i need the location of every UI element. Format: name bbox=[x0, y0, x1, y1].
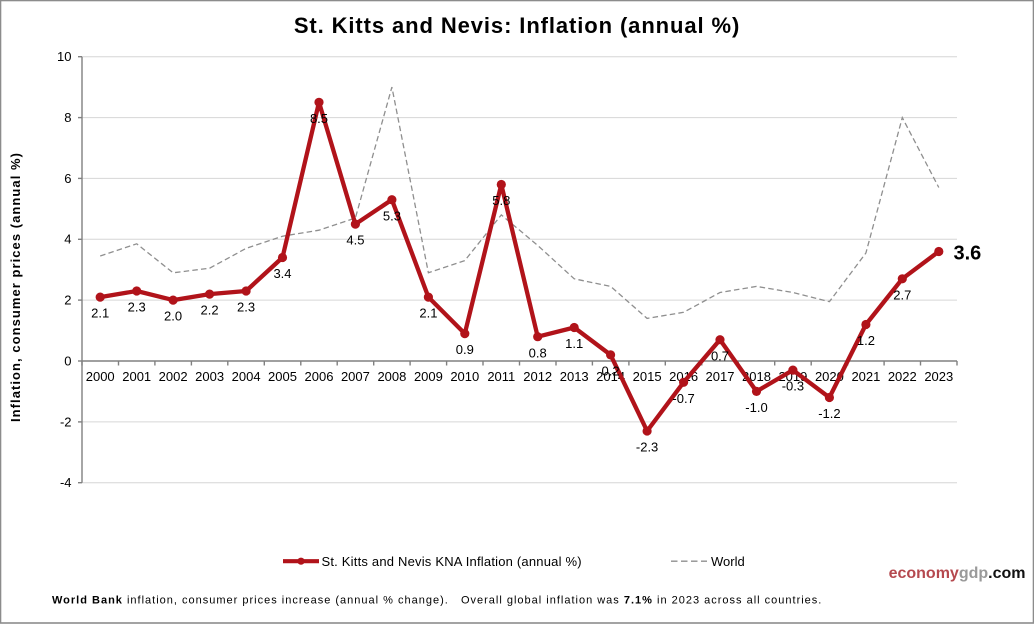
svg-text:-1.0: -1.0 bbox=[745, 400, 767, 415]
svg-text:2007: 2007 bbox=[341, 369, 370, 384]
svg-text:2004: 2004 bbox=[232, 369, 261, 384]
svg-text:6: 6 bbox=[64, 171, 71, 186]
svg-text:St. Kitts and Nevis KNA Inflat: St. Kitts and Nevis KNA Inflation (annua… bbox=[322, 554, 582, 569]
svg-text:2010: 2010 bbox=[450, 369, 479, 384]
svg-text:2: 2 bbox=[64, 293, 71, 308]
svg-text:2011: 2011 bbox=[487, 369, 515, 384]
svg-text:-4: -4 bbox=[60, 475, 72, 490]
svg-text:2009: 2009 bbox=[414, 369, 443, 384]
svg-text:2.2: 2.2 bbox=[201, 303, 219, 318]
svg-text:2001: 2001 bbox=[122, 369, 151, 384]
svg-text:0: 0 bbox=[64, 353, 71, 368]
svg-text:2017: 2017 bbox=[706, 369, 735, 384]
svg-text:2012: 2012 bbox=[523, 369, 552, 384]
svg-text:2.7: 2.7 bbox=[893, 287, 911, 302]
svg-text:0.7: 0.7 bbox=[711, 348, 729, 363]
svg-text:-2: -2 bbox=[60, 414, 72, 429]
svg-text:4.5: 4.5 bbox=[346, 233, 364, 248]
svg-text:5.8: 5.8 bbox=[492, 193, 510, 208]
svg-text:2000: 2000 bbox=[86, 369, 115, 384]
svg-text:Inflation, consumer prices (an: Inflation, consumer prices (annual %) bbox=[8, 152, 23, 422]
svg-text:8: 8 bbox=[64, 110, 71, 125]
svg-text:0.2: 0.2 bbox=[602, 364, 620, 379]
svg-text:2008: 2008 bbox=[377, 369, 406, 384]
svg-text:0.9: 0.9 bbox=[456, 342, 474, 357]
svg-text:World Bank inflation, consumer: World Bank inflation, consumer prices in… bbox=[52, 595, 822, 607]
svg-text:1.2: 1.2 bbox=[857, 333, 875, 348]
svg-text:2.1: 2.1 bbox=[419, 306, 437, 321]
svg-text:2003: 2003 bbox=[195, 369, 224, 384]
svg-text:St. Kitts and Nevis: Inflation: St. Kitts and Nevis: Inflation (annual %… bbox=[294, 13, 740, 38]
svg-text:-2.3: -2.3 bbox=[636, 440, 658, 455]
svg-text:2023: 2023 bbox=[924, 369, 953, 384]
svg-text:2006: 2006 bbox=[305, 369, 334, 384]
svg-text:3.4: 3.4 bbox=[273, 266, 291, 281]
svg-text:3.6: 3.6 bbox=[954, 243, 982, 265]
svg-text:-1.2: -1.2 bbox=[818, 406, 840, 421]
svg-text:2.3: 2.3 bbox=[237, 300, 255, 315]
svg-text:2002: 2002 bbox=[159, 369, 188, 384]
svg-text:economygdp.com: economygdp.com bbox=[889, 565, 1026, 582]
svg-text:2013: 2013 bbox=[560, 369, 589, 384]
svg-text:1.1: 1.1 bbox=[565, 336, 583, 351]
svg-text:2022: 2022 bbox=[888, 369, 917, 384]
svg-text:-0.7: -0.7 bbox=[672, 391, 694, 406]
svg-text:10: 10 bbox=[57, 49, 71, 64]
svg-text:4: 4 bbox=[64, 232, 71, 247]
svg-text:8.5: 8.5 bbox=[310, 111, 328, 126]
svg-text:2.0: 2.0 bbox=[164, 309, 182, 324]
svg-text:5.3: 5.3 bbox=[383, 208, 401, 223]
svg-text:-0.3: -0.3 bbox=[782, 379, 804, 394]
svg-text:2021: 2021 bbox=[851, 369, 880, 384]
svg-text:World: World bbox=[711, 554, 745, 569]
svg-text:0.8: 0.8 bbox=[529, 345, 547, 360]
svg-text:2015: 2015 bbox=[633, 369, 662, 384]
svg-text:2005: 2005 bbox=[268, 369, 297, 384]
svg-text:2.1: 2.1 bbox=[91, 306, 109, 321]
svg-text:2.3: 2.3 bbox=[128, 300, 146, 315]
